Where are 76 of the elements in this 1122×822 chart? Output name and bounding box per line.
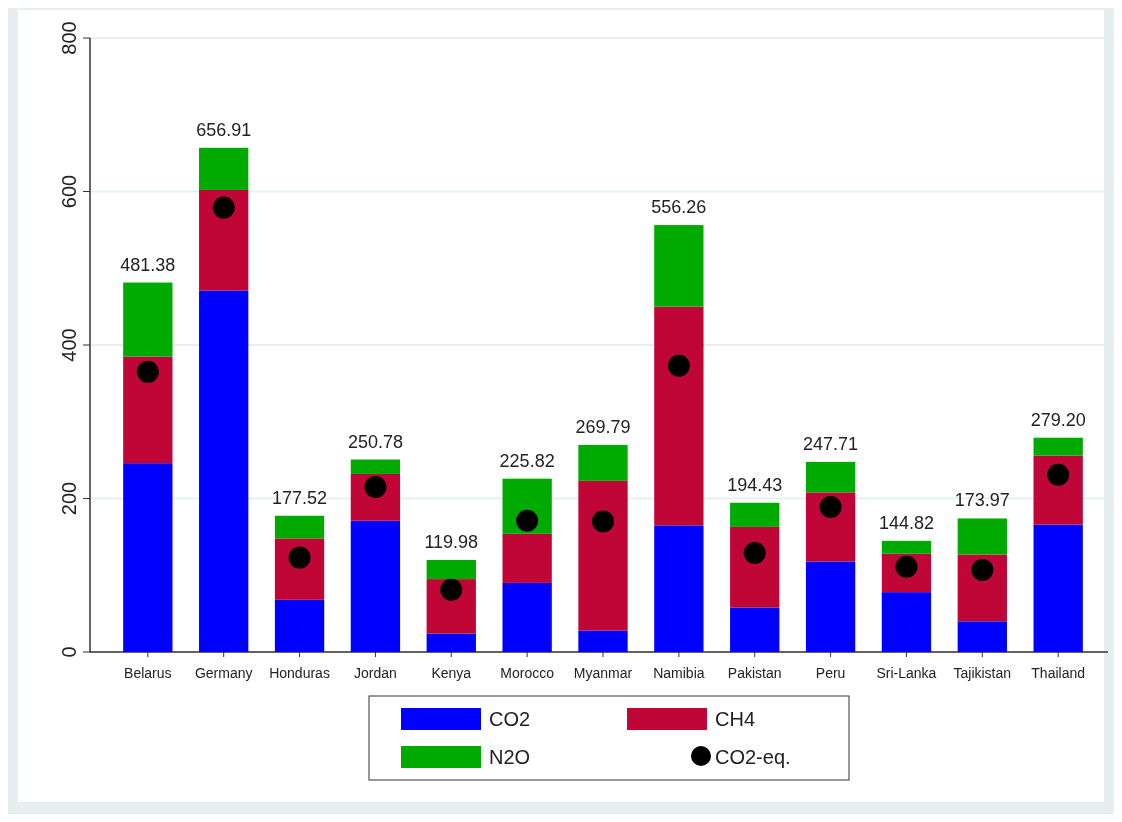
x-tick-label: Pakistan [727, 665, 782, 681]
bar [123, 282, 173, 357]
total-label: 173.97 [954, 490, 1010, 511]
total-label: 656.91 [196, 119, 252, 140]
bar [426, 559, 476, 580]
x-tick-label: Myanmar [573, 665, 633, 681]
bar [805, 561, 856, 652]
bar [426, 633, 476, 652]
bar [123, 463, 173, 652]
legend-label: N2O [489, 746, 531, 768]
bar [199, 290, 249, 652]
legend-label: CO2-eq. [715, 746, 791, 768]
legend-label: CO2 [489, 708, 531, 730]
x-tick-label: Thailand [1031, 665, 1086, 681]
point [743, 541, 766, 564]
bar [654, 525, 704, 652]
x-tick-label: Namibia [653, 665, 705, 681]
bar [578, 480, 628, 631]
bar [1033, 524, 1083, 652]
total-label: 250.78 [347, 431, 403, 452]
x-tick-label: Jordan [354, 665, 397, 681]
total-label: 225.82 [499, 450, 555, 471]
total-label: 194.43 [727, 474, 783, 495]
bar [502, 582, 552, 652]
total-label: 119.98 [424, 531, 479, 552]
bar [730, 502, 780, 527]
point [212, 196, 235, 219]
x-tick-label: Tajikistan [953, 665, 1012, 681]
bar [350, 520, 401, 652]
point [136, 360, 159, 383]
legend-label: CH4 [715, 708, 756, 730]
x-tick-label: Morocco [500, 665, 555, 681]
total-label: 269.79 [575, 416, 631, 437]
x-tick-label: Sri-Lanka [876, 665, 937, 681]
total-label: 177.52 [272, 487, 328, 508]
point [592, 510, 614, 533]
bar [274, 599, 325, 652]
total-label: 481.38 [120, 254, 176, 275]
y-tick-label: 800 [58, 21, 80, 55]
bar [957, 518, 1007, 555]
bar [654, 306, 704, 526]
y-tick-label: 400 [58, 328, 80, 362]
bar [654, 225, 704, 307]
x-tick-label: Honduras [269, 665, 330, 681]
total-label: 556.26 [651, 197, 707, 218]
bar [730, 526, 780, 608]
y-tick-label: 0 [58, 646, 80, 658]
x-tick-label: Kenya [431, 665, 472, 681]
bar [730, 607, 780, 652]
bar [578, 444, 628, 481]
bar [1033, 437, 1083, 456]
bar [957, 621, 1007, 652]
total-label: 279.20 [1030, 409, 1086, 430]
point [971, 558, 994, 581]
bar [881, 540, 932, 554]
bar [274, 515, 325, 539]
point [819, 495, 842, 518]
bar [502, 533, 552, 583]
point [667, 354, 690, 377]
y-tick-label: 200 [58, 481, 80, 516]
bar [123, 356, 173, 464]
point [516, 509, 539, 532]
y-tick-label: 600 [58, 174, 80, 209]
total-label: 247.71 [803, 433, 859, 454]
bar [881, 592, 932, 652]
bar [805, 461, 856, 493]
x-tick-label: Germany [194, 665, 253, 681]
bar [199, 147, 249, 190]
x-tick-label: Peru [815, 665, 846, 681]
point [440, 578, 463, 601]
point [1047, 463, 1070, 486]
total-label: 144.82 [878, 512, 934, 533]
bar [578, 630, 628, 652]
bar [199, 189, 249, 291]
bar [350, 459, 401, 474]
x-tick-label: Belarus [124, 665, 172, 681]
